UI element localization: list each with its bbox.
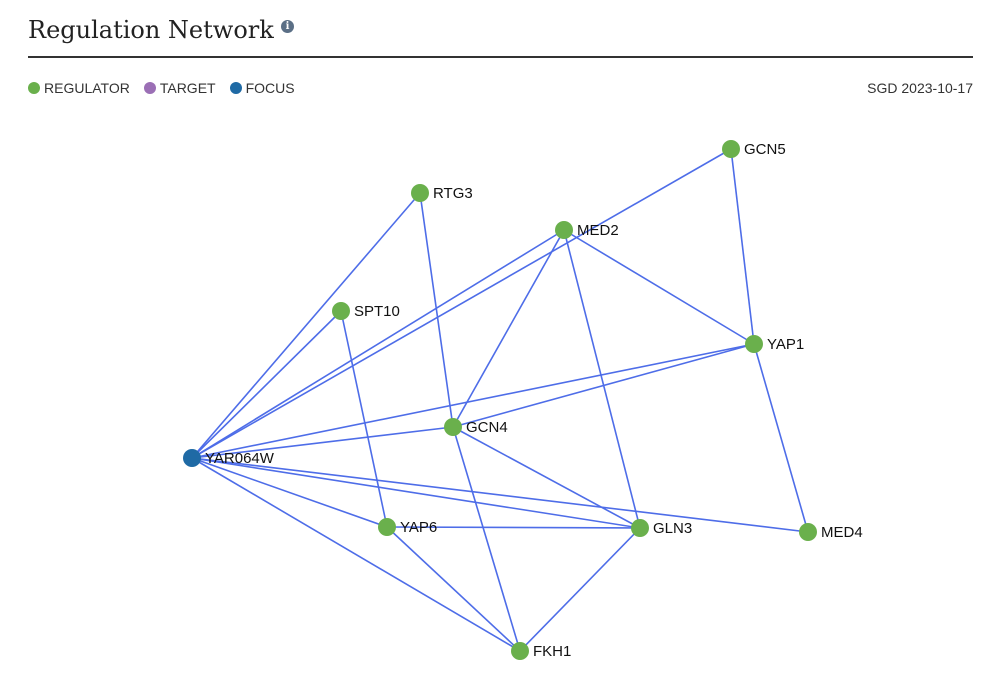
- node-label: GCN5: [744, 141, 786, 158]
- edge-med2-gcn4: [452, 229, 565, 428]
- legend-item-focus: FOCUS: [229, 80, 295, 96]
- node-spt10[interactable]: SPT10: [332, 302, 400, 320]
- edge-yar064w-spt10: [191, 310, 342, 459]
- node-label: YAP1: [767, 336, 804, 353]
- regulator-node-circle[interactable]: [745, 335, 763, 353]
- regulator-node-circle[interactable]: [411, 184, 429, 202]
- edge-yar064w-gcn5: [191, 148, 732, 459]
- node-label: SPT10: [354, 303, 400, 320]
- node-gln3[interactable]: GLN3: [631, 519, 692, 537]
- node-yar064w[interactable]: YAR064W: [183, 449, 275, 467]
- edge-yar064w-fkh1: [191, 457, 521, 652]
- edge-gln3-fkh1: [519, 527, 641, 652]
- legend-label: REGULATOR: [44, 80, 130, 96]
- info-icon[interactable]: i: [281, 20, 294, 33]
- focus-node-circle[interactable]: [183, 449, 201, 467]
- regulator-node-circle[interactable]: [332, 302, 350, 320]
- node-label: YAR064W: [205, 450, 275, 467]
- node-label: YAP6: [400, 519, 437, 536]
- regulator-dot-icon: [28, 82, 40, 94]
- edge-yap6-gln3: [386, 526, 641, 529]
- section-header: Regulation Network i: [28, 12, 973, 58]
- edge-med2-yap1: [563, 229, 755, 345]
- edge-yap6-fkh1: [386, 526, 521, 652]
- edge-yar064w-gln3: [191, 457, 641, 529]
- legend-label: TARGET: [159, 80, 216, 96]
- regulator-node-circle[interactable]: [444, 418, 462, 436]
- regulator-node-circle[interactable]: [722, 140, 740, 158]
- legend-item-regulator: REGULATOR: [28, 80, 130, 96]
- regulator-node-circle[interactable]: [631, 519, 649, 537]
- edge-yap1-med4: [753, 343, 809, 533]
- target-dot-icon: [143, 82, 156, 94]
- regulator-node-circle[interactable]: [511, 642, 529, 660]
- node-label: GCN4: [466, 419, 508, 436]
- node-layer: YAR064W GCN5 RTG3 MED2 SPT10 YAP1 GCN4 YAP6 GLN3…: [183, 140, 863, 660]
- edge-spt10-yap6: [340, 310, 388, 528]
- regulator-node-circle[interactable]: [799, 523, 817, 541]
- node-rtg3[interactable]: RTG3: [411, 184, 473, 202]
- node-yap6[interactable]: YAP6: [378, 518, 437, 536]
- node-gcn5[interactable]: GCN5: [722, 140, 786, 158]
- edge-yap1-gcn4: [452, 343, 755, 428]
- legend: REGULATOR TARGET FOCUS: [28, 80, 309, 96]
- node-yap1[interactable]: YAP1: [745, 335, 804, 353]
- legend-item-target: TARGET: [143, 80, 216, 96]
- node-fkh1[interactable]: FKH1: [511, 642, 571, 660]
- data-source-date: SGD 2023-10-17: [867, 80, 973, 96]
- node-label: RTG3: [433, 185, 473, 202]
- edge-yar064w-med2: [191, 229, 565, 459]
- legend-label: FOCUS: [245, 80, 295, 96]
- section-title: Regulation Network: [28, 16, 274, 44]
- node-label: FKH1: [533, 643, 571, 660]
- edge-yar064w-yap6: [191, 457, 388, 528]
- focus-dot-icon: [229, 82, 242, 94]
- edge-gcn4-fkh1: [452, 426, 521, 652]
- regulator-node-circle[interactable]: [555, 221, 573, 239]
- edge-yar064w-gcn4: [191, 426, 454, 459]
- edge-gcn5-yap1: [730, 148, 755, 345]
- edge-layer: [191, 148, 809, 652]
- node-med4[interactable]: MED4: [799, 523, 863, 541]
- node-gcn4[interactable]: GCN4: [444, 418, 508, 436]
- edge-rtg3-gcn4: [419, 192, 454, 428]
- edge-med2-gln3: [563, 229, 641, 529]
- edge-yar064w-med4: [191, 457, 809, 533]
- regulator-node-circle[interactable]: [378, 518, 396, 536]
- edge-yar064w-rtg3: [191, 192, 421, 459]
- node-med2[interactable]: MED2: [555, 221, 619, 239]
- node-label: MED2: [577, 222, 619, 239]
- edge-gcn4-gln3: [452, 426, 641, 529]
- edge-yar064w-yap1: [191, 343, 755, 459]
- node-label: GLN3: [653, 520, 692, 537]
- node-label: MED4: [821, 524, 863, 541]
